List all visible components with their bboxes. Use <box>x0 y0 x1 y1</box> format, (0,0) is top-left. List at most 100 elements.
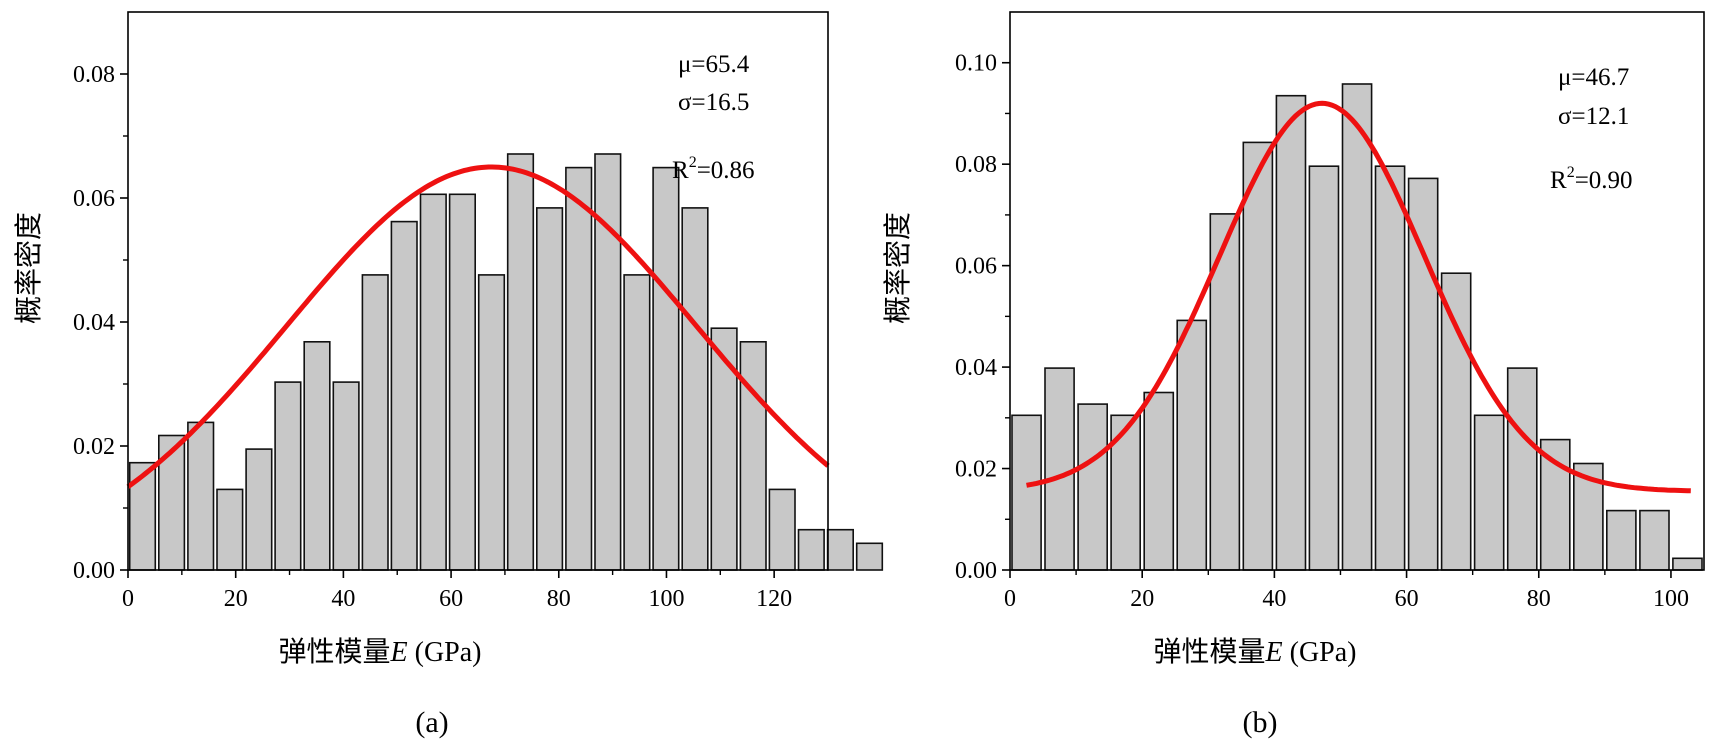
r2-value: =0.86 <box>697 157 755 184</box>
y-tick-label: 0.04 <box>955 355 997 381</box>
histogram-bar <box>681 207 709 571</box>
panel-label-a: (a) <box>415 706 448 739</box>
histogram-bar <box>1440 272 1472 571</box>
r2-prefix: R <box>672 157 689 184</box>
x-tick-label: 120 <box>756 586 792 612</box>
x-tick-label: 80 <box>547 586 571 612</box>
histogram-bars-a <box>128 153 884 571</box>
y-tick-label: 0.02 <box>73 434 115 460</box>
histogram-bar <box>594 153 622 571</box>
r2-superscript: 2 <box>689 154 697 171</box>
histogram-bar <box>1044 367 1075 571</box>
x-tick-label: 100 <box>648 586 684 612</box>
histogram-bar <box>739 340 767 571</box>
histogram-bar <box>361 274 389 571</box>
histogram-bars-b <box>1011 83 1703 571</box>
histogram-bar <box>419 193 447 571</box>
histogram-bar <box>477 274 506 571</box>
histogram-bar <box>768 488 796 571</box>
y-tick-label: 0.10 <box>955 51 997 77</box>
histogram-bar <box>1209 213 1241 571</box>
y-tick-label: 0.04 <box>73 310 115 336</box>
x-tick-label: 0 <box>122 586 134 612</box>
x-tick-label: 40 <box>1262 586 1286 612</box>
histogram-bar <box>332 381 360 571</box>
x-tick-label: 20 <box>1130 586 1154 612</box>
panel-label-b: (b) <box>1243 706 1278 739</box>
histogram-bar <box>565 166 593 571</box>
x-tick-label: 0 <box>1004 586 1016 612</box>
histogram-bar <box>1473 414 1505 571</box>
histogram-bar <box>797 528 825 571</box>
r2-superscript: 2 <box>1567 164 1575 181</box>
y-tick-label: 0.08 <box>955 152 997 178</box>
y-tick-label: 0.00 <box>73 558 115 584</box>
y-tick-label: 0.06 <box>955 254 997 280</box>
plot-frame-a <box>127 11 829 571</box>
histogram-bar <box>623 274 651 571</box>
histogram-bar <box>303 340 331 571</box>
x-tick-label: 40 <box>331 586 355 612</box>
histogram-bar <box>1143 391 1175 571</box>
histogram-bar <box>274 381 302 571</box>
x-tick-label: 60 <box>439 586 463 612</box>
histogram-bar <box>1407 177 1439 571</box>
histogram-bar <box>448 193 477 571</box>
histogram-bar <box>855 542 884 571</box>
x-tick-label: 80 <box>1527 586 1551 612</box>
r2-prefix: R <box>1550 167 1567 194</box>
mu-annotation-b: μ=46.7 <box>1558 64 1629 91</box>
x-axis-label-b: 弹性模量E (GPa) <box>1154 635 1357 668</box>
r-squared-annotation-b: R2=0.90 <box>1550 164 1633 194</box>
histogram-bar <box>245 448 273 571</box>
x-tick-label: 60 <box>1395 586 1419 612</box>
x-axis-label-unit: (GPa) <box>1283 637 1357 668</box>
histogram-bar <box>1672 557 1703 571</box>
y-tick-label: 0.06 <box>73 186 115 212</box>
histogram-bar <box>1176 319 1208 571</box>
y-tick-label: 0.08 <box>73 62 115 88</box>
x-axis-ticks-b: 0 20 40 60 80 100 <box>1004 570 1689 612</box>
x-axis-label-text: 弹性模量 <box>1154 635 1266 668</box>
x-axis-label-unit: (GPa) <box>408 637 482 668</box>
histogram-bar <box>216 488 244 571</box>
histogram-bar <box>1242 141 1274 571</box>
histogram-bar <box>652 166 680 571</box>
y-axis-label-b: 概率密度 <box>881 212 914 324</box>
mu-annotation-a: μ=65.4 <box>678 51 750 78</box>
histogram-bar <box>390 220 418 571</box>
histogram-bar <box>1539 438 1571 571</box>
y-axis-ticks-b: 0.00 0.02 0.04 0.06 0.08 0.10 <box>955 51 1010 584</box>
sigma-annotation-b: σ=12.1 <box>1558 103 1629 130</box>
normal-fit-curve-b <box>1026 100 1691 494</box>
plot-frame-b <box>1009 11 1705 571</box>
histogram-bar <box>1077 403 1108 571</box>
histogram-bar <box>1606 509 1637 571</box>
histogram-bar <box>710 327 738 571</box>
y-axis-label-a: 概率密度 <box>12 212 45 324</box>
x-axis-label-var: E <box>390 637 408 668</box>
histogram-bar <box>506 153 535 571</box>
chart-panel-b: 0 20 40 60 80 100 0.00 0.02 0.04 0.06 0.08 0.10 μ=… <box>881 11 1705 739</box>
histogram-bar <box>1639 509 1670 571</box>
x-axis-label-text: 弹性模量 <box>279 635 391 668</box>
x-axis-label-a: 弹性模量E (GPa) <box>279 635 482 668</box>
normal-fit-curve-a <box>126 164 830 489</box>
histogram-bar <box>1341 83 1373 571</box>
histogram-bar <box>187 421 215 571</box>
x-axis-label-var: E <box>1265 637 1283 668</box>
x-tick-label: 100 <box>1653 586 1689 612</box>
r2-value: =0.90 <box>1575 167 1633 194</box>
histogram-bar <box>1308 165 1340 571</box>
y-tick-label: 0.02 <box>955 457 997 483</box>
y-axis-ticks-a: 0.00 0.02 0.04 0.06 0.08 <box>73 62 128 584</box>
histogram-bar <box>1374 165 1406 571</box>
x-tick-label: 20 <box>224 586 248 612</box>
histogram-bar <box>826 528 854 571</box>
histogram-bar <box>158 434 186 571</box>
histogram-bar <box>1011 414 1042 571</box>
r-squared-annotation-a: R2=0.86 <box>672 154 755 184</box>
sigma-annotation-a: σ=16.5 <box>678 89 749 116</box>
histogram-bar <box>1506 367 1538 571</box>
